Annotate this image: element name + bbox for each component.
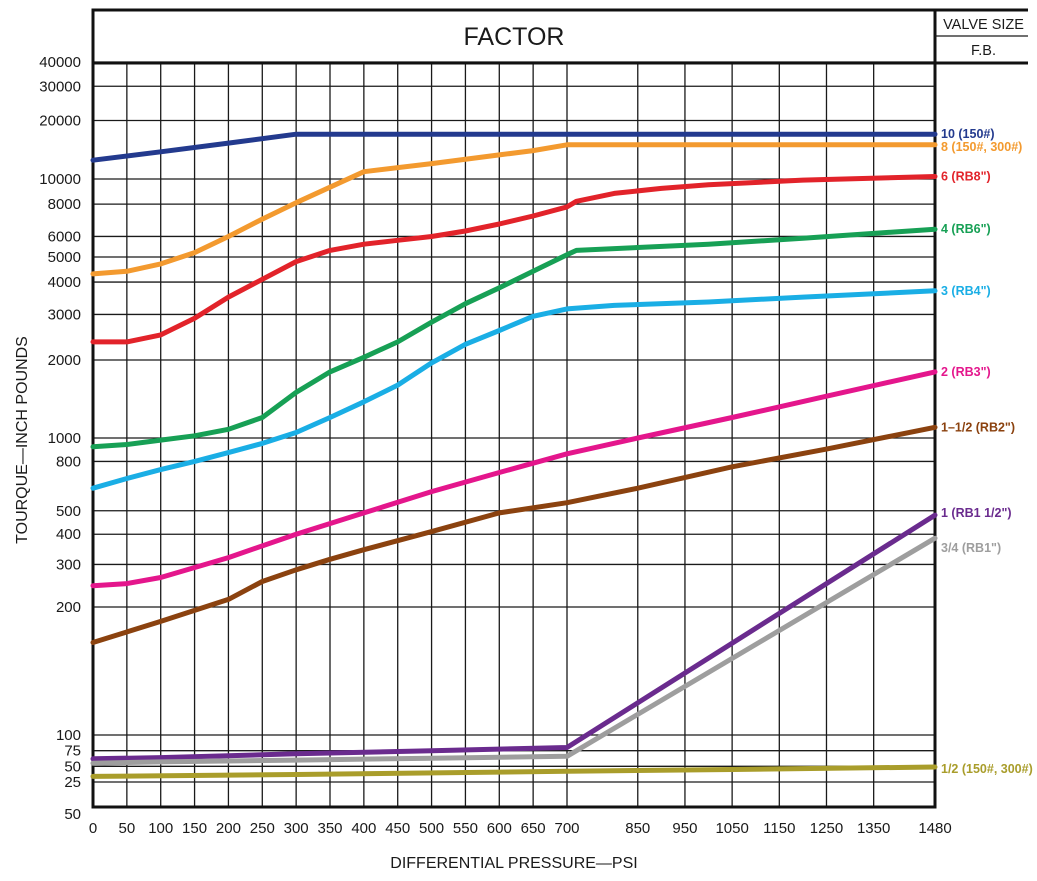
y-tick-label: 200 [56,599,81,616]
y-tick-label: 40000 [39,54,81,71]
series-label-6: 1–1/2 (RB2") [941,420,1015,434]
y-tick-label: 30000 [39,78,81,95]
x-tick-label: 50 [119,820,136,837]
series-label-3: 4 (RB6") [941,222,991,236]
x-axis-title: DIFFERENTIAL PRESSURE—PSI [390,855,637,872]
y-tick-label: 20000 [39,113,81,130]
series-label-8: 3/4 (RB1") [941,541,1001,555]
y-tick-label: 100 [56,727,81,744]
x-tick-label: 300 [284,820,309,837]
grid [92,61,936,807]
y-tick-label: 3000 [48,306,81,323]
series-label-9: 1/2 (150#, 300#) [941,762,1033,776]
chart-title: FACTOR [464,23,565,51]
series-line-3 [90,226,938,450]
x-tick-label: 500 [419,820,444,837]
x-tick-label: 100 [148,820,173,837]
series-line-6 [90,424,938,645]
y-tick-label: 75 [64,743,81,760]
y-tick-label: 4000 [48,274,81,291]
x-tick-label: 600 [487,820,512,837]
series-label-0: 10 (150#) [941,127,995,141]
series-line-0 [90,131,938,163]
y-tick-label: 5000 [48,249,81,266]
y-tick-label: 50 [64,806,81,823]
series-label-1: 8 (150#, 300#) [941,140,1022,154]
series-label-4: 3 (RB4") [941,284,991,298]
x-tick-label: 850 [625,820,650,837]
x-tick-label: 200 [216,820,241,837]
x-tick-label: 250 [250,820,275,837]
x-tick-label: 1480 [918,820,951,837]
series-line-1 [90,142,938,277]
series-labels: 10 (150#)8 (150#, 300#) 6 (RB8") 4 (RB6") 3… [941,127,1033,776]
valve-size-header: VALVE SIZE [943,17,1024,33]
series-line-5 [90,369,938,589]
x-tick-label: 650 [521,820,546,837]
series-label-5: 2 (RB3") [941,365,991,379]
series-lines [90,131,938,779]
x-tick-label: 1350 [857,820,890,837]
series-line-7 [90,512,938,762]
y-tick-label: 50 [64,758,81,775]
y-tick-label: 800 [56,453,81,470]
chart-frame [91,8,1028,809]
y-tick-label: 10000 [39,171,81,188]
y-tick-label: 400 [56,526,81,543]
plot-border [91,8,937,809]
series-label-7: 1 (RB1 1/2") [941,506,1012,520]
x-tick-label: 0 [89,820,97,837]
x-tick-label: 550 [453,820,478,837]
x-tick-label: 950 [672,820,697,837]
x-tick-labels: 0 50 100 150 200 250 300 350 400 450 500 550 600 650 7… [89,820,952,837]
y-tick-label: 6000 [48,228,81,245]
x-tick-label: 700 [554,820,579,837]
x-tick-label: 1050 [715,820,748,837]
x-tick-label: 450 [385,820,410,837]
x-tick-label: 400 [351,820,376,837]
series-label-2: 6 (RB8") [941,170,991,184]
y-tick-label: 25 [64,774,81,791]
y-tick-label: 500 [56,503,81,520]
y-tick-label: 8000 [48,196,81,213]
full-bore-header: F.B. [971,43,996,59]
series-line-2 [90,174,938,345]
y-axis-title: TOURQUE—INCH POUNDS [14,336,31,544]
series-line-4 [90,288,938,491]
x-tick-label: 350 [317,820,342,837]
y-tick-labels: 5025507510020030040050080010002000300040… [39,54,81,823]
x-tick-label: 150 [182,820,207,837]
y-tick-label: 2000 [48,352,81,369]
series-line-9 [90,764,938,779]
y-tick-label: 300 [56,556,81,573]
x-tick-label: 1250 [810,820,843,837]
y-tick-label: 1000 [48,430,81,447]
x-tick-label: 1150 [763,820,795,837]
series-line-8 [90,535,938,766]
